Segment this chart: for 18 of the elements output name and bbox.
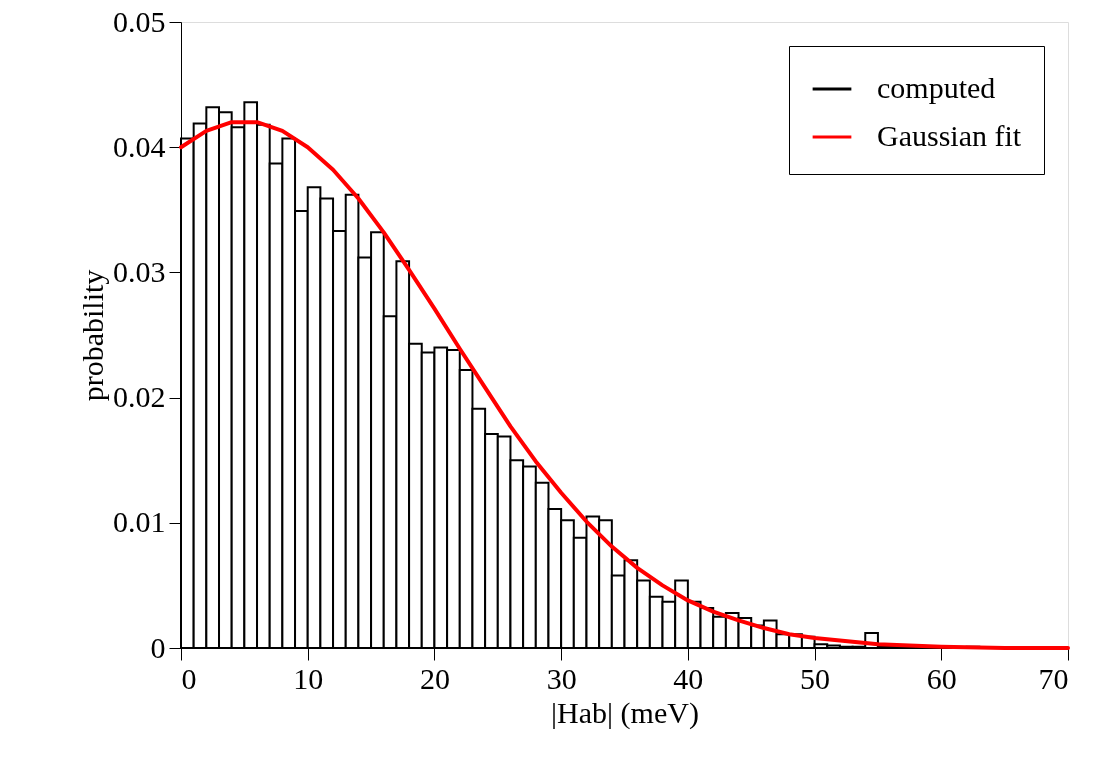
y-tick-label: 0 bbox=[150, 630, 166, 664]
x-axis-title: |Hab| (meV) bbox=[551, 695, 699, 730]
x-tick-label: 70 bbox=[1038, 661, 1069, 695]
x-tick-label: 10 bbox=[293, 661, 324, 695]
x-tick-label: 40 bbox=[673, 661, 704, 695]
y-axis-title: probability bbox=[76, 269, 109, 402]
x-tick-label: 60 bbox=[926, 661, 957, 695]
y-tick-label: 0.02 bbox=[113, 380, 166, 414]
legend-label: computed bbox=[877, 71, 996, 104]
y-tick-label: 0.03 bbox=[113, 254, 166, 288]
y-tick-label: 0.04 bbox=[113, 129, 166, 163]
x-tick-label: 20 bbox=[419, 661, 450, 695]
legend-label: Gaussian fit bbox=[877, 119, 1022, 152]
y-tick-label: 0.05 bbox=[113, 4, 166, 38]
x-tick-label: 30 bbox=[546, 661, 577, 695]
x-tick-label: 50 bbox=[800, 661, 831, 695]
x-tick-label: 0 bbox=[181, 661, 197, 695]
y-tick-label: 0.01 bbox=[113, 505, 166, 539]
